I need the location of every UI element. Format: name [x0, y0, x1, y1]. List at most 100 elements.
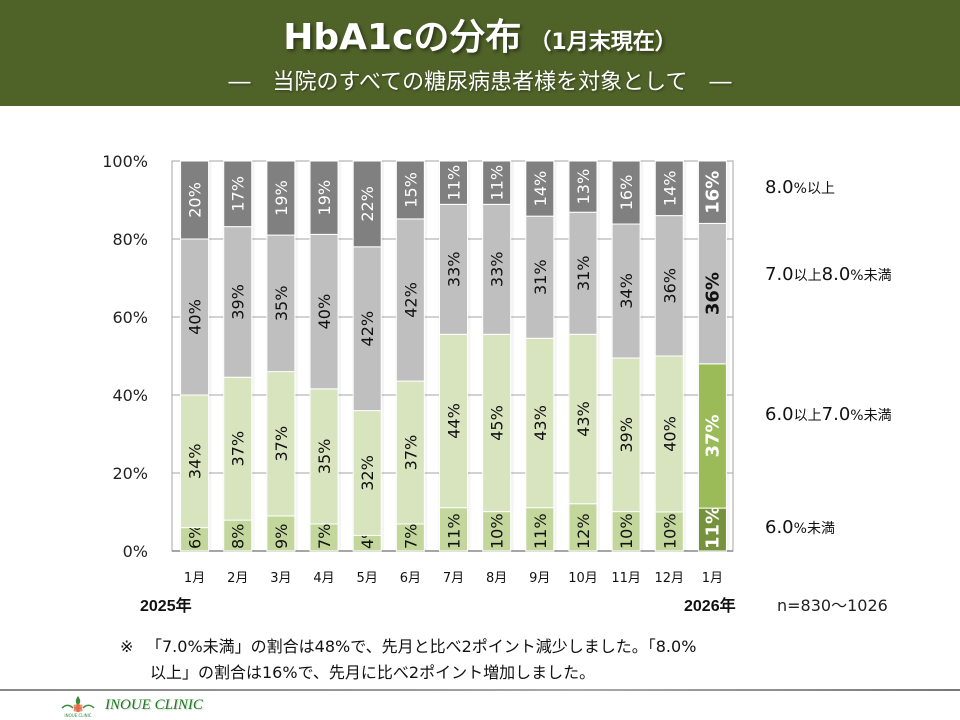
legend-7to8: 7.0以上8.0%未満: [765, 264, 892, 285]
data-label: 17%: [229, 176, 248, 212]
header-banner: HbA1cの分布 （1月末現在） ― 当院のすべての糖尿病患者様を対象として ―: [0, 0, 960, 106]
bar-segment-6to7: [266, 371, 296, 517]
bar-segment-7to8: [223, 226, 253, 378]
legend-ge8-unit: %以上: [793, 181, 835, 197]
data-label: 40%: [186, 299, 205, 335]
x-tick-label: 9月: [529, 571, 550, 586]
data-label: 35%: [272, 286, 291, 322]
data-label: 44%: [445, 403, 464, 439]
data-label: 11%: [445, 513, 464, 549]
data-label: 40%: [315, 294, 334, 330]
note-line-2: 以上」の割合は16%で、先月に比べ2ポイント増加しました。: [150, 663, 596, 682]
x-tick-label: 1月: [184, 571, 205, 586]
legend-7to8-mid: 以上: [793, 268, 822, 284]
legend-6to7-unit: %未満: [850, 408, 892, 424]
data-label: 34%: [617, 273, 636, 309]
data-label: 22%: [358, 186, 377, 222]
data-label: 9%: [272, 524, 291, 549]
bar-segment-7to8: [180, 238, 210, 396]
page-title: HbA1cの分布 （1月末現在）: [0, 8, 960, 60]
data-label: 8%: [229, 524, 248, 549]
data-label: 32%: [358, 455, 377, 491]
data-label: 43%: [531, 405, 550, 441]
bar-segment-ge8: [482, 160, 512, 205]
data-label: 6%: [186, 524, 205, 549]
data-label: 19%: [272, 180, 291, 216]
note-mark: ※: [120, 637, 134, 656]
bar-segment-7to8: [309, 233, 339, 390]
data-label: 7%: [315, 524, 334, 549]
page-subtitle: ― 当院のすべての糖尿病患者様を対象として ―: [228, 70, 732, 95]
data-label: 34%: [186, 444, 205, 480]
x-tick-label: 2月: [227, 571, 248, 586]
data-label: 39%: [617, 417, 636, 453]
bar-segment-ge8: [654, 160, 684, 217]
data-label: 19%: [315, 180, 334, 216]
data-label: 14%: [531, 171, 550, 207]
x-tick-label: 10月: [568, 571, 598, 586]
x-tick-label: 8月: [486, 571, 507, 586]
logo-caption: INOUE CLINIC: [64, 713, 91, 718]
data-label: 33%: [445, 252, 464, 288]
bar-segment-6to7: [525, 337, 555, 509]
legend-7to8-unit: %未満: [850, 268, 892, 284]
bar-segment-ge8: [223, 160, 253, 228]
bar-segment-6to7: [395, 380, 425, 525]
data-label: 13%: [574, 169, 593, 205]
bar-segment-lt6: [654, 511, 684, 552]
data-label: 31%: [531, 259, 550, 295]
bar-segment-ge8: [352, 160, 382, 248]
legend-ge8-number: 8.0: [765, 177, 794, 198]
bar-segment-lt6: [525, 507, 555, 552]
title-suffix: （1月末現在）: [529, 30, 677, 55]
legend-7to8-num1: 7.0: [765, 264, 794, 285]
bar-segment-lt6: [309, 523, 339, 552]
x-tick-label: 3月: [270, 571, 291, 586]
data-label: 31%: [574, 255, 593, 291]
bar-segment-ge8: [439, 160, 468, 205]
data-label: 39%: [229, 284, 248, 320]
data-label: 43%: [574, 401, 593, 437]
data-label: 37%: [702, 414, 723, 457]
y-tick-label: 80%: [112, 230, 148, 249]
year-end-label: 2026年: [684, 598, 736, 615]
data-label: 10%: [660, 513, 679, 549]
bar-segment-7to8: [654, 215, 684, 357]
title-main: HbA1cの分布: [283, 17, 522, 58]
data-label: 10%: [617, 513, 636, 549]
bar-segment-6to7: [180, 394, 210, 529]
y-tick-label: 20%: [112, 464, 148, 483]
bar-segment-ge8: [309, 160, 339, 235]
x-tick-label: 1月: [702, 571, 723, 586]
data-label: 16%: [617, 175, 636, 211]
x-tick-label: 12月: [654, 571, 684, 586]
data-label: 45%: [488, 405, 507, 441]
bar-segment-lt6: [266, 515, 296, 552]
data-label: 14%: [660, 171, 679, 207]
footer-divider: [0, 689, 960, 691]
bar-segment-6to7: [223, 376, 253, 521]
bar-segment-7to8: [266, 234, 296, 373]
x-tick-label: 7月: [443, 571, 464, 586]
y-tick-label: 0%: [123, 542, 148, 561]
bar-segment-6to7: [611, 357, 641, 513]
data-label: 7%: [401, 524, 420, 549]
legend-6to7-num1: 6.0: [765, 404, 794, 425]
bar-segment-6to7: [697, 363, 727, 509]
bar-segment-ge8: [395, 160, 425, 220]
data-label: 36%: [660, 268, 679, 304]
bar-segment-6to7: [352, 410, 382, 536]
data-label: 15%: [401, 172, 420, 208]
year-start-label: 2025年: [140, 598, 192, 615]
legend-7to8-num2: 8.0: [821, 264, 851, 285]
data-label: 37%: [229, 431, 248, 467]
bar-segment-ge8: [611, 160, 641, 225]
bar-segment-ge8: [180, 160, 210, 240]
legend-ge8: 8.0%以上: [765, 177, 835, 198]
data-label: 10%: [488, 513, 507, 549]
legend-lt6: 6.0%未満: [765, 517, 835, 538]
y-tick-label: 100%: [102, 152, 148, 171]
bar-segment-6to7: [654, 355, 684, 513]
data-label: 37%: [401, 435, 420, 471]
x-tick-label: 6月: [400, 571, 421, 586]
